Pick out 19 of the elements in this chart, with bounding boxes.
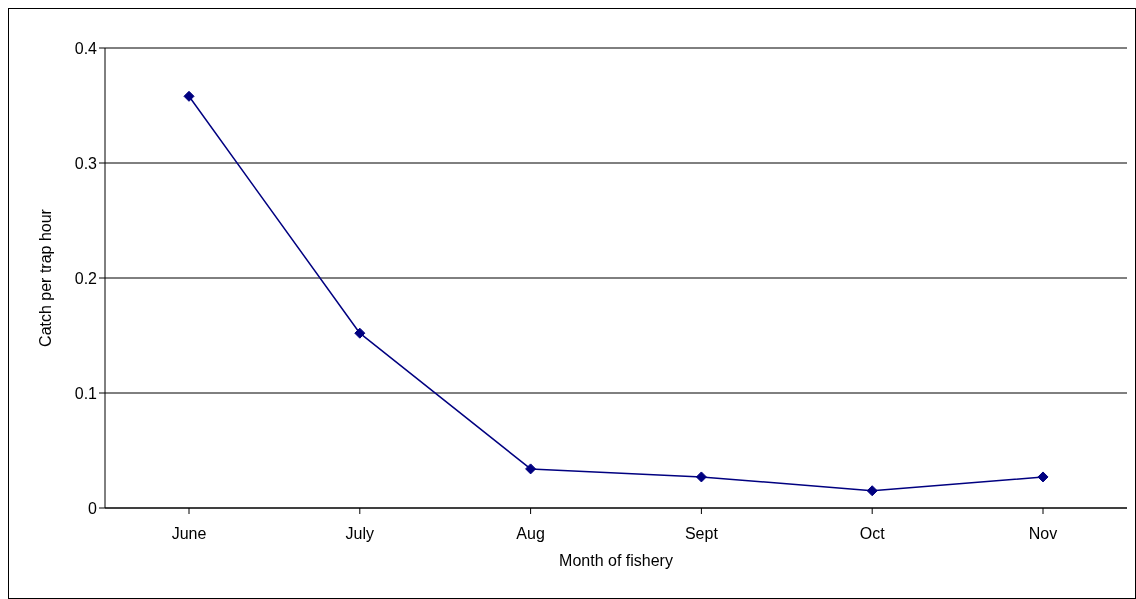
y-tick-label: 0.1 <box>74 384 98 402</box>
y-tick-label: 0.4 <box>74 39 98 57</box>
x-tick-label: Nov <box>1028 525 1058 543</box>
x-tick-label: June <box>171 525 207 543</box>
y-axis-title: Catch per trap hour <box>36 208 54 347</box>
y-tick-label: 0 <box>88 499 98 517</box>
point <box>183 90 195 102</box>
x-tick-label: Oct <box>859 525 886 543</box>
point <box>866 485 878 497</box>
point <box>695 471 707 483</box>
x-tick-label: Sept <box>684 525 719 543</box>
y-tick-label: 0.2 <box>74 269 98 287</box>
point <box>525 463 537 475</box>
x-tick-label: Aug <box>516 525 545 543</box>
y-tick-label: 0.3 <box>74 154 98 172</box>
point <box>1037 471 1049 483</box>
point <box>354 327 366 339</box>
x-axis-title: Month of fishery <box>559 552 673 569</box>
x-tick-label: July <box>345 525 375 543</box>
